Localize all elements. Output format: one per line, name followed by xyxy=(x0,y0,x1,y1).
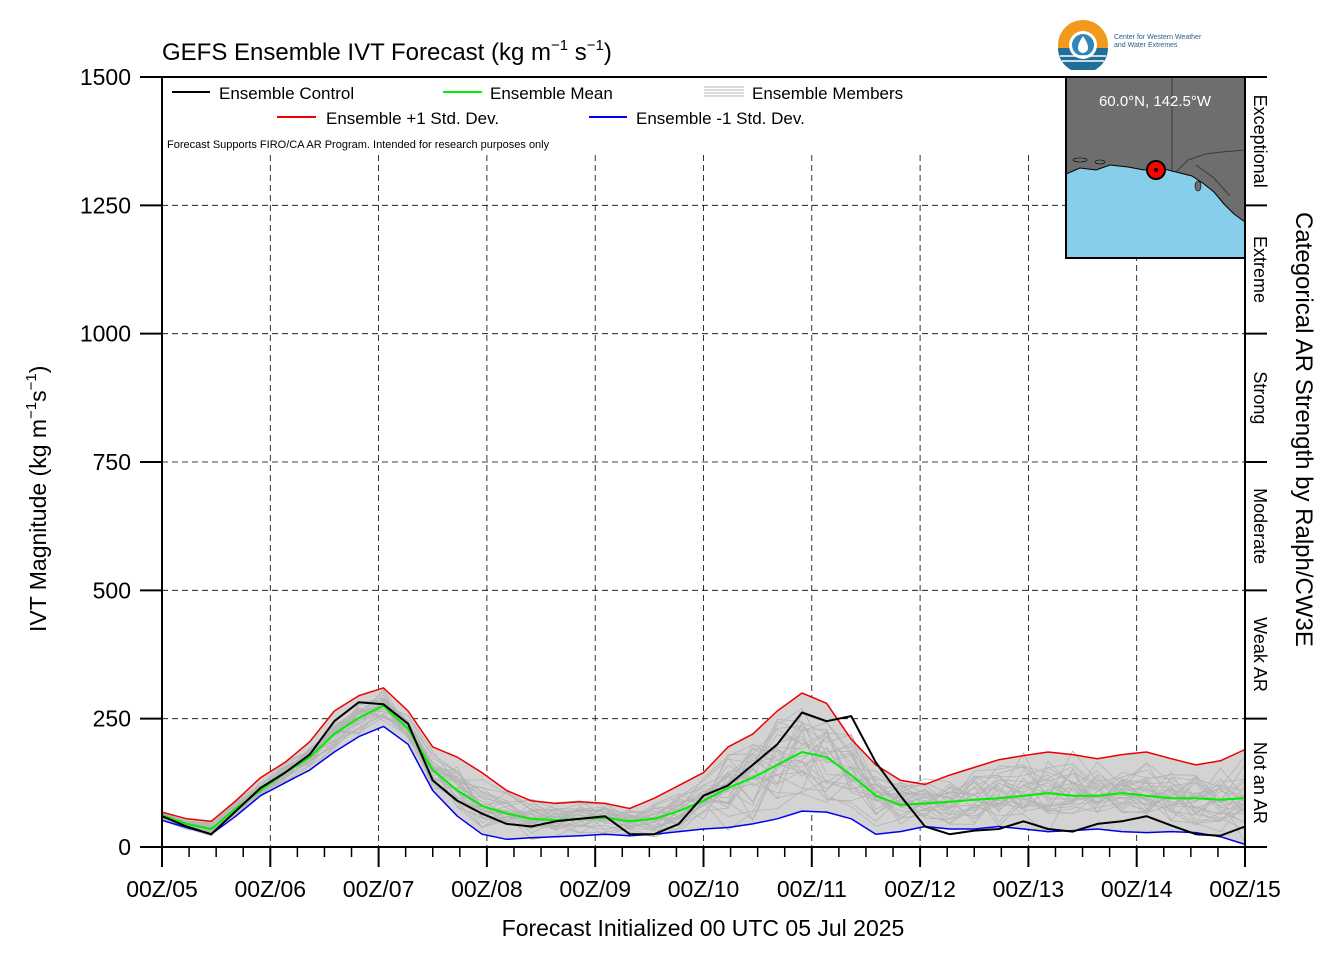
inset-location-label: 60.0°N, 142.5°W xyxy=(1099,93,1212,110)
ensemble-member-line xyxy=(161,703,1246,836)
ar-category-label: Weak AR xyxy=(1250,617,1270,692)
cw3e-logo: Center for Western Weather and Water Ext… xyxy=(1056,18,1246,74)
x-tick-label: 00Z/06 xyxy=(234,876,306,902)
x-axis-label: Forecast Initialized 00 UTC 05 Jul 2025 xyxy=(502,915,905,941)
chart-title-sup-2: −1 xyxy=(587,37,604,54)
legend-control-label: Ensemble Control xyxy=(219,84,354,103)
x-tick-label: 00Z/12 xyxy=(884,876,956,902)
y-tick-label: 500 xyxy=(93,577,131,603)
y-tick-label: 0 xyxy=(118,834,131,860)
legend-minus-label: Ensemble -1 Std. Dev. xyxy=(636,109,805,128)
chart-title-mid: s xyxy=(568,39,587,66)
legend: Ensemble Control Ensemble Mean Ensemble … xyxy=(167,84,903,151)
ensemble-member-line xyxy=(161,697,1246,834)
x-tick-label: 00Z/10 xyxy=(668,876,740,902)
std-dev-spread xyxy=(162,687,1245,845)
series-lines xyxy=(161,687,1246,846)
legend-plus-label: Ensemble +1 Std. Dev. xyxy=(326,109,499,128)
inset-islands xyxy=(1072,157,1202,192)
x-tick-label: 00Z/05 xyxy=(126,876,198,902)
cw3e-logo-text: Center for Western Weather and Water Ext… xyxy=(1114,34,1202,49)
y-tick-label: 750 xyxy=(93,449,131,475)
y-tick-label: 1250 xyxy=(80,192,131,218)
y-axis-label: IVT Magnitude (kg m−1s−1) xyxy=(23,366,51,632)
legend-mean-label: Ensemble Mean xyxy=(490,84,613,103)
cw3e-logo-icon xyxy=(1058,20,1108,73)
ar-category-label: Strong xyxy=(1250,371,1270,424)
y-tick-label: 1000 xyxy=(80,321,131,347)
ensemble-member-line xyxy=(161,713,1246,836)
x-tick-label: 00Z/07 xyxy=(343,876,415,902)
grid-lines xyxy=(162,155,1245,847)
ar-category-label: Not an AR xyxy=(1250,742,1270,824)
legend-members-swatch xyxy=(704,86,744,97)
y-tick-label: 250 xyxy=(93,706,131,732)
x-tick-label: 00Z/14 xyxy=(1101,876,1173,902)
research-note: Forecast Supports FIRO/CA AR Program. In… xyxy=(167,139,550,151)
ar-category-label: Extreme xyxy=(1250,236,1270,303)
x-tick-label: 00Z/09 xyxy=(559,876,631,902)
chart-title-close: ) xyxy=(604,39,612,66)
series-line-plus xyxy=(161,687,1246,823)
ensemble-member-line xyxy=(161,707,1246,827)
category-axis-label: Categorical AR Strength by Ralph/CW3E xyxy=(1290,212,1317,647)
ensemble-member-line xyxy=(161,705,1246,834)
series-line-control xyxy=(161,701,1246,837)
chart-title-sup-1: −1 xyxy=(551,37,568,54)
ar-category-labels: Not an AR Weak AR Moderate Strong Extreme Exc… xyxy=(1250,95,1270,824)
axes: 0 250 500 750 1000 1250 1500 00Z/05 00Z/06 00Z/07… xyxy=(80,64,1281,902)
series-line-mean xyxy=(161,704,1246,830)
ar-category-label: Exceptional xyxy=(1250,95,1270,188)
x-tick-label: 00Z/11 xyxy=(777,876,847,902)
legend-members-label: Ensemble Members xyxy=(752,84,903,103)
location-inset-map: 60.0°N, 142.5°W xyxy=(1065,76,1246,259)
chart-title-main: GEFS Ensemble IVT Forecast (kg m xyxy=(162,39,551,66)
ensemble-member-line xyxy=(161,708,1246,831)
ar-category-label: Moderate xyxy=(1250,488,1270,564)
x-tick-label: 00Z/13 xyxy=(993,876,1065,902)
x-tick-label: 00Z/08 xyxy=(451,876,523,902)
x-tick-label: 00Z/15 xyxy=(1209,876,1281,902)
chart-title: GEFS Ensemble IVT Forecast (kg m−1 s−1) xyxy=(162,37,612,66)
y-tick-label: 1500 xyxy=(80,64,131,90)
